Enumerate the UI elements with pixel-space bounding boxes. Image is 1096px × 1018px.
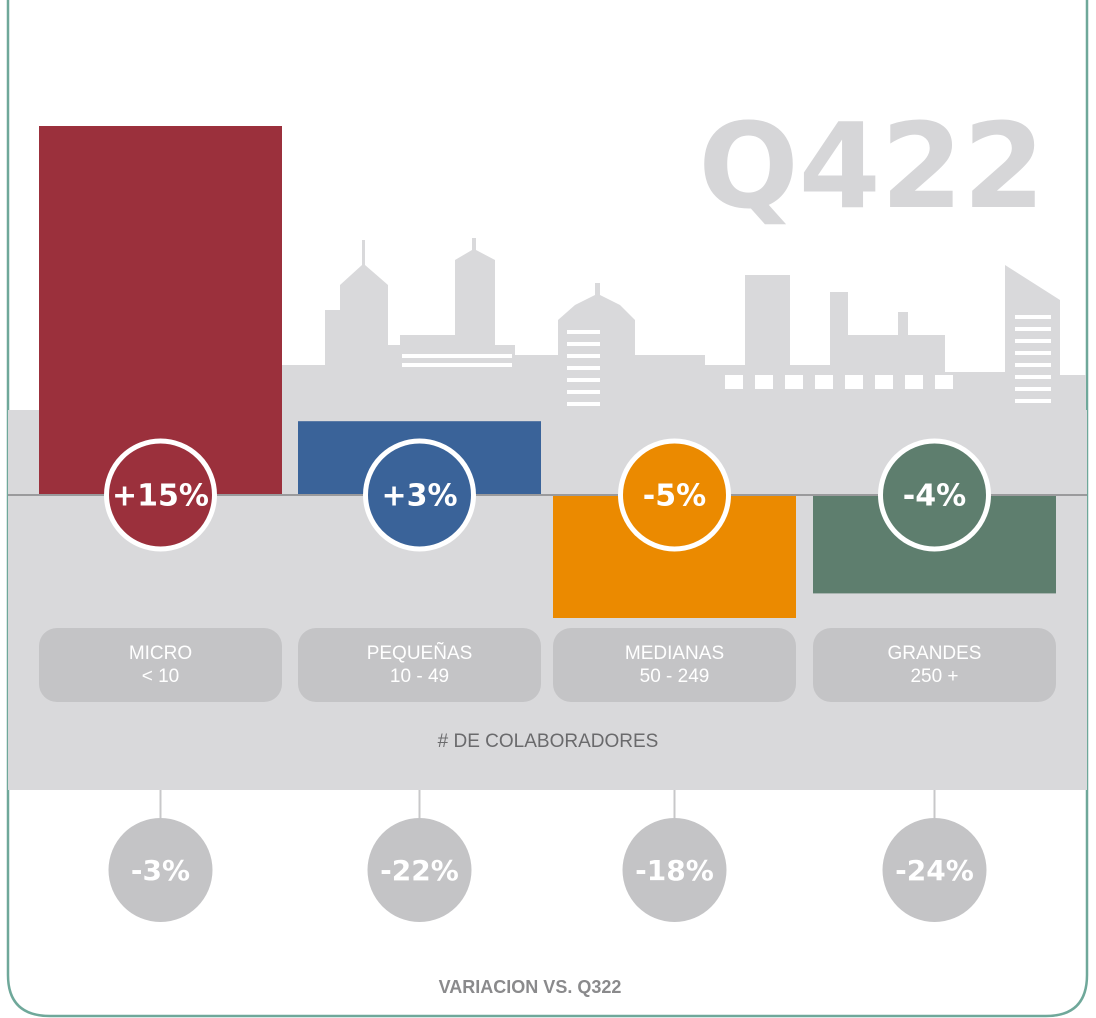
x-tick-label: MEDIANAS [625,643,724,664]
data-label: -4% [903,479,966,514]
comparison-title: VARIACION VS. Q322 [439,977,622,997]
value-badge [363,438,476,552]
comparison-circle [367,818,472,922]
data-label: -5% [643,479,706,514]
comparison-label: -3% [131,854,190,887]
comparison-label: -18% [635,854,714,887]
value-badge [104,438,217,552]
value-badge [878,438,991,552]
chart-title: Q422 [698,97,1045,235]
x-axis-label: # DE COLABORADORES [438,731,659,752]
category-box [553,628,796,702]
comparison-label: -24% [895,854,974,887]
category-box [813,628,1056,702]
category-range: 250 + [910,666,958,687]
data-label: +15% [112,479,209,514]
x-tick-label: MICRO [129,643,192,664]
category-range: < 10 [142,666,180,687]
bar [39,126,282,495]
category-range: 50 - 249 [640,666,710,687]
value-badge [618,438,731,552]
category-box [39,628,282,702]
data-label: +3% [381,479,457,514]
frame [6,0,1089,1018]
category-range: 10 - 49 [390,666,449,687]
comparison-circle [622,818,727,922]
x-tick-label: GRANDES [888,643,982,664]
comparison-label: -22% [380,854,459,887]
comparison-circle [882,818,987,922]
category-box [298,628,541,702]
comparison-circle [108,818,213,922]
skyline [282,238,1086,410]
x-tick-label: PEQUEÑAS [367,642,473,664]
skyline-windows [402,315,1051,406]
